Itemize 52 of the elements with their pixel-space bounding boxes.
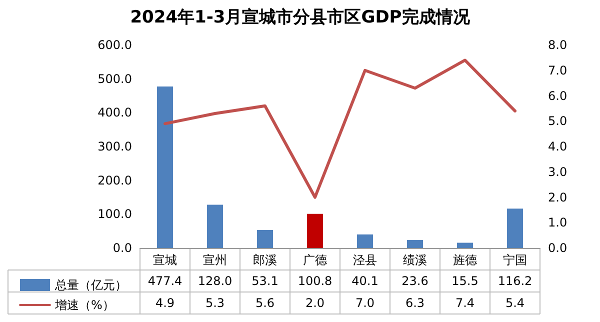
data-label: 2.0 — [305, 296, 325, 310]
y2-tick-label: 5.0 — [548, 114, 568, 128]
x-tick-label: 郎溪 — [253, 253, 277, 267]
y-tick-label: 400.0 — [98, 106, 132, 120]
y-tick-label: 300.0 — [98, 140, 132, 154]
data-label: 128.0 — [198, 274, 232, 288]
y-tick-label: 500.0 — [98, 72, 132, 86]
bar — [457, 242, 473, 248]
legend-label: 总量（亿元） — [54, 278, 127, 292]
y2-tick-label: 6.0 — [548, 88, 568, 103]
x-tick-label: 宣州 — [203, 253, 227, 267]
data-label: 15.5 — [452, 274, 478, 288]
data-label: 6.3 — [405, 296, 425, 310]
y-tick-label: 200.0 — [98, 173, 132, 188]
data-label: 5.6 — [255, 296, 275, 310]
bar — [307, 214, 323, 248]
data-label: 116.2 — [498, 274, 532, 288]
data-label: 5.3 — [205, 296, 225, 310]
x-tick-label: 宣城 — [153, 253, 177, 267]
bar — [357, 234, 373, 248]
data-label: 7.0 — [355, 296, 375, 310]
y2-tick-label: 1.0 — [548, 216, 568, 230]
bar — [507, 208, 523, 248]
chart-title: 2024年1-3月宣城市分县市区GDP完成情况 — [130, 8, 471, 28]
y2-tick-label: 0.0 — [548, 241, 568, 255]
y-tick-label: 100.0 — [98, 207, 132, 222]
bar — [157, 86, 173, 248]
data-label: 23.6 — [402, 274, 428, 288]
bar — [257, 230, 273, 248]
x-tick-label: 广德 — [303, 253, 327, 267]
y2-tick-label: 8.0 — [548, 38, 568, 52]
y2-tick-label: 7.0 — [548, 63, 568, 78]
line-series — [164, 58, 516, 199]
data-label: 40.1 — [352, 274, 378, 288]
data-label: 100.8 — [298, 274, 332, 288]
x-tick-label: 泾县 — [353, 253, 377, 267]
legend-label: 增速（%） — [54, 298, 114, 312]
bar — [407, 240, 423, 248]
y2-tick-label: 3.0 — [548, 164, 568, 179]
y2-tick-label: 2.0 — [548, 190, 568, 204]
x-tick-label: 宁国 — [503, 253, 527, 267]
y2-tick-label: 4.0 — [548, 140, 568, 154]
bar — [207, 204, 223, 248]
x-tick-label: 绩溪 — [403, 253, 427, 267]
data-label: 7.4 — [455, 296, 475, 310]
data-label: 5.4 — [505, 296, 525, 310]
data-label: 53.1 — [252, 274, 278, 288]
x-tick-label: 旌德 — [453, 253, 477, 267]
data-label: 4.9 — [155, 296, 175, 310]
y-tick-label: 600.0 — [98, 38, 132, 52]
y-tick-label: 0.0 — [112, 241, 132, 255]
data-label: 477.4 — [148, 274, 182, 288]
